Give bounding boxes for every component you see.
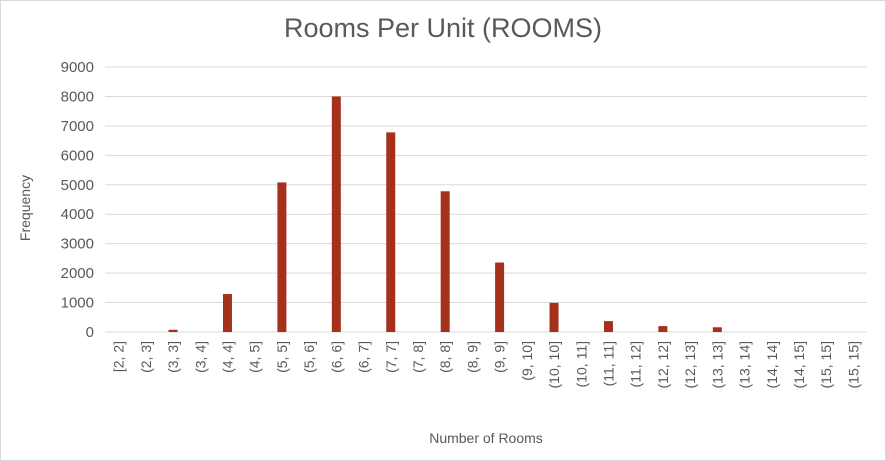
bar	[386, 132, 396, 332]
x-tick-label: (8, 8]	[437, 341, 453, 373]
x-tick-label: (3, 3]	[165, 341, 181, 373]
x-tick-label: (5, 6]	[301, 341, 317, 373]
bar	[603, 321, 613, 332]
x-tick-label: (12, 13]	[682, 341, 698, 388]
x-tick-label: (7, 7]	[383, 341, 399, 373]
y-tick-label: 7000	[61, 118, 94, 135]
x-tick-label: (7, 8]	[410, 341, 426, 373]
y-tick-label: 4000	[61, 206, 94, 223]
x-axis-ticks: [2, 2] (2, 3] (3, 3] (3, 4] (4, 4] (4, 5] (5, …	[111, 341, 862, 388]
x-tick-label: (9, 9]	[492, 341, 508, 373]
x-tick-label: (15, 15]	[818, 341, 834, 388]
y-axis-ticks: 0 1000 2000 3000 4000 5000 6000 7000 8000 9000	[61, 59, 94, 341]
y-tick-label: 5000	[61, 177, 94, 194]
y-tick-label: 3000	[61, 236, 94, 253]
x-tick-label: (4, 4]	[219, 341, 235, 373]
x-tick-label: (15, 15]	[845, 341, 861, 388]
x-tick-label: (5, 5]	[274, 341, 290, 373]
bar	[495, 262, 505, 332]
y-tick-label: 0	[86, 324, 94, 341]
bar	[658, 326, 668, 332]
x-tick-label: [2, 2]	[111, 341, 127, 372]
x-tick-label: (10, 10]	[546, 341, 562, 388]
bar	[331, 96, 341, 332]
x-tick-label: (14, 14]	[764, 341, 780, 388]
x-tick-label: (4, 5]	[247, 341, 263, 373]
y-tick-label: 6000	[61, 147, 94, 164]
x-tick-label: (11, 11]	[600, 341, 616, 386]
x-tick-label: (3, 4]	[192, 341, 208, 373]
bar	[168, 329, 178, 332]
y-tick-label: 1000	[61, 295, 94, 312]
x-tick-label: (13, 13]	[709, 341, 725, 388]
bar	[222, 294, 232, 332]
chart-title: Rooms Per Unit (ROOMS)	[283, 13, 603, 43]
y-tick-label: 8000	[61, 88, 94, 105]
gridlines	[105, 66, 867, 333]
y-axis-title: Frequency	[17, 175, 33, 241]
x-tick-label: (13, 14]	[737, 341, 753, 388]
bar	[712, 327, 722, 332]
x-tick-label: (6, 6]	[328, 341, 344, 373]
x-tick-label: (12, 12]	[655, 341, 671, 388]
x-tick-label: (2, 3]	[138, 341, 154, 373]
x-tick-label: (11, 12]	[628, 341, 644, 387]
bar	[549, 302, 559, 332]
x-tick-label: (6, 7]	[356, 341, 372, 373]
x-axis-title: Number of Rooms	[429, 430, 543, 446]
bars	[168, 96, 722, 332]
x-tick-label: (9, 10]	[519, 341, 535, 381]
bar	[277, 182, 287, 332]
y-tick-label: 9000	[61, 59, 94, 76]
y-tick-label: 2000	[61, 265, 94, 282]
bar	[440, 191, 450, 332]
x-tick-label: (8, 9]	[464, 341, 480, 373]
x-tick-label: (14, 15]	[791, 341, 807, 388]
x-tick-label: (10, 11]	[573, 341, 589, 387]
